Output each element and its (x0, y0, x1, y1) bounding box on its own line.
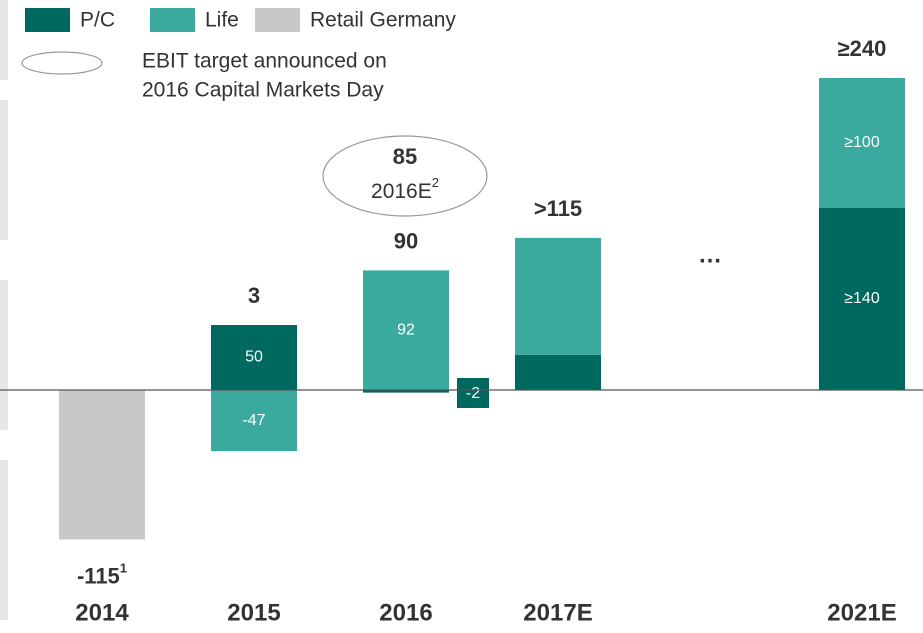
target-text: 2016E (371, 180, 432, 203)
footnote: 2 (432, 175, 439, 190)
x-tick-label: 2017E (523, 599, 592, 626)
total-value: -115 (77, 563, 120, 588)
value-label: -47 (242, 412, 265, 429)
legend-swatch (25, 8, 70, 32)
bar-segment (819, 78, 905, 208)
total-value: 90 (394, 228, 418, 253)
value-label: 92 (397, 321, 415, 338)
side-decor (0, 460, 8, 620)
gap-label: … (698, 241, 722, 268)
side-decor (0, 100, 8, 240)
bar-segment (211, 325, 297, 390)
total-value: ≥240 (838, 36, 887, 61)
legend-ellipse (21, 51, 103, 75)
x-tick-label: 2021E (827, 599, 896, 626)
bar-segment (59, 390, 145, 540)
value-label: ≥100 (844, 134, 880, 151)
legend-label: Retail Germany (310, 9, 456, 32)
total-label: >115 (534, 196, 582, 221)
target-ellipse (322, 135, 488, 217)
side-decor (0, 0, 8, 80)
x-tick-label: 2016 (379, 599, 432, 626)
total-label: 90 (394, 228, 418, 253)
label-box (457, 378, 489, 408)
total-label: ≥240 (838, 36, 887, 61)
footnote: 1 (120, 561, 127, 576)
bar-segment (819, 208, 905, 390)
bar-segment (515, 237, 601, 355)
legend-label: Life (205, 9, 239, 32)
target-label: 2016E2 (371, 175, 439, 202)
x-tick-label: 2014 (75, 599, 129, 626)
bar-segment (363, 270, 449, 390)
total-value: >115 (534, 196, 582, 221)
legend-label: 2016 Capital Markets Day (142, 79, 384, 102)
legend-label: P/C (80, 9, 115, 32)
legend-swatch (150, 8, 195, 32)
bar-segment (211, 390, 297, 452)
bar-segment (515, 354, 601, 390)
value-label: ≥140 (844, 290, 880, 307)
total-label: -1151 (77, 561, 127, 588)
legend-swatch (255, 8, 300, 32)
value-label: 50 (245, 349, 263, 366)
target-value: 85 (393, 144, 417, 169)
x-tick-label: 2015 (227, 599, 280, 626)
total-label: 3 (248, 283, 260, 308)
total-value: 3 (248, 283, 260, 308)
bar-segment (363, 390, 449, 393)
value-label: -2 (466, 385, 480, 402)
legend-label: EBIT target announced on (142, 50, 387, 73)
side-decor (0, 280, 8, 430)
